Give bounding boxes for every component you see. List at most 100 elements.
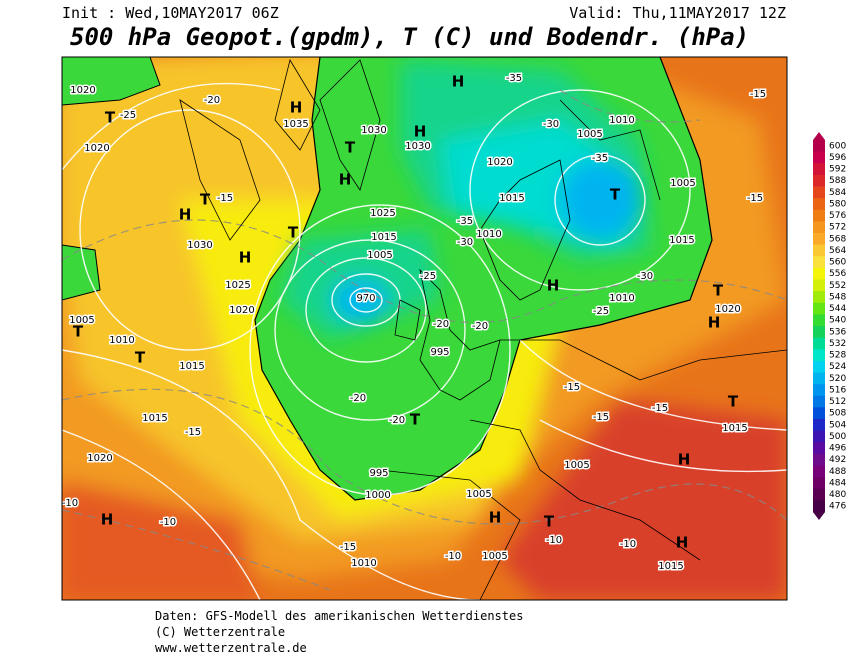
contour-label: 1030 (405, 141, 430, 152)
contour-label: 1005 (564, 460, 589, 471)
legend-swatch (813, 256, 825, 269)
pressure-center: T (135, 349, 146, 367)
legend-swatch (813, 279, 825, 292)
legend-swatch (813, 221, 825, 234)
contour-label: -30 (543, 119, 559, 130)
legend-label: 476 (829, 502, 846, 512)
contour-label: -35 (506, 73, 522, 84)
legend-swatch (813, 151, 825, 164)
pressure-center: H (179, 206, 192, 224)
contour-label: 1005 (577, 129, 602, 140)
contour-label: -25 (420, 271, 436, 282)
contour-label: 1005 (482, 551, 507, 562)
legend-label: 584 (829, 188, 846, 198)
contour-label: 1010 (351, 558, 376, 569)
legend-swatch (813, 360, 825, 373)
legend-swatch (813, 477, 825, 490)
legend-swatch (813, 453, 825, 466)
legend-label: 556 (829, 269, 846, 279)
legend-label: 516 (829, 385, 846, 395)
legend-label: 560 (829, 258, 846, 268)
legend-label: 520 (829, 374, 846, 384)
contour-label: -15 (340, 542, 356, 553)
legend-label: 588 (829, 176, 846, 186)
contour-label: 1010 (476, 229, 501, 240)
contour-label: -10 (160, 517, 176, 528)
contour-label: 1010 (109, 335, 134, 346)
legend-label: 600 (829, 141, 846, 151)
contour-label: -20 (350, 393, 366, 404)
pressure-center: T (288, 224, 299, 242)
legend-label: 568 (829, 234, 846, 244)
pressure-center: H (547, 277, 560, 295)
pressure-center: H (489, 509, 502, 527)
legend-swatch (813, 465, 825, 478)
legend-swatch (813, 186, 825, 199)
pressure-center: H (676, 534, 689, 552)
legend-swatch (813, 430, 825, 443)
legend-label: 544 (829, 304, 846, 314)
contour-label: 1015 (669, 235, 694, 246)
contour-label: -15 (593, 412, 609, 423)
valid-time: Valid: Thu,11MAY2017 12Z (569, 4, 786, 22)
init-time: Init : Wed,10MAY2017 06Z (62, 4, 279, 22)
pressure-center: H (339, 171, 352, 189)
contour-label: 1030 (187, 240, 212, 251)
legend-label: 540 (829, 316, 846, 326)
contour-label: 1015 (142, 413, 167, 424)
contour-label: 1010 (609, 115, 634, 126)
legend-label: 500 (829, 432, 846, 442)
contour-label: -30 (457, 237, 473, 248)
contour-label: -20 (204, 95, 220, 106)
legend-swatch (813, 395, 825, 408)
legend-swatch (813, 244, 825, 257)
legend-label: 572 (829, 223, 846, 233)
pressure-center: T (345, 139, 356, 157)
pressure-center: H (101, 511, 114, 529)
contour-label: 1020 (229, 305, 254, 316)
pressure-center: H (239, 249, 252, 267)
contour-label: 995 (369, 468, 388, 479)
contour-label: 1005 (69, 315, 94, 326)
legend-swatch (813, 163, 825, 176)
legend-arrow-top (813, 132, 825, 140)
contour-label: -10 (62, 498, 78, 509)
legend-label: 580 (829, 199, 846, 209)
legend-swatch (813, 267, 825, 280)
legend-swatch (813, 488, 825, 501)
pressure-center: H (708, 314, 721, 332)
footer-copyright: (C) Wetterzentrale (155, 625, 285, 639)
footer-source: Daten: GFS-Modell des amerikanischen Wet… (155, 609, 523, 623)
legend-swatch (813, 372, 825, 385)
contour-label: 1025 (370, 208, 395, 219)
contour-label: 1010 (609, 293, 634, 304)
contour-label: -15 (652, 403, 668, 414)
legend-label: 536 (829, 327, 846, 337)
legend-label: 548 (829, 292, 846, 302)
contour-label: -20 (433, 319, 449, 330)
contour-label: -15 (217, 193, 233, 204)
contour-label: -10 (445, 551, 461, 562)
contour-label: -25 (120, 110, 136, 121)
contour-label: 1030 (361, 125, 386, 136)
legend-label: 524 (829, 362, 846, 372)
pressure-center: T (73, 323, 84, 341)
contour-label: -35 (457, 216, 473, 227)
legend-arrow-bottom (813, 512, 825, 520)
pressure-center: T (713, 282, 724, 300)
legend-label: 492 (829, 455, 846, 465)
legend-label: 480 (829, 490, 846, 500)
contour-label: 1015 (499, 193, 524, 204)
contour-label: -15 (185, 427, 201, 438)
legend-label: 496 (829, 444, 846, 454)
contour-label: -30 (637, 271, 653, 282)
legend-label: 532 (829, 339, 846, 349)
legend-label: 484 (829, 478, 846, 488)
legend-swatch (813, 291, 825, 304)
contour-label: 970 (356, 293, 375, 304)
legend-swatch (813, 349, 825, 362)
contour-label: 1005 (466, 489, 491, 500)
legend-label: 488 (829, 467, 846, 477)
pressure-center: T (105, 109, 116, 127)
